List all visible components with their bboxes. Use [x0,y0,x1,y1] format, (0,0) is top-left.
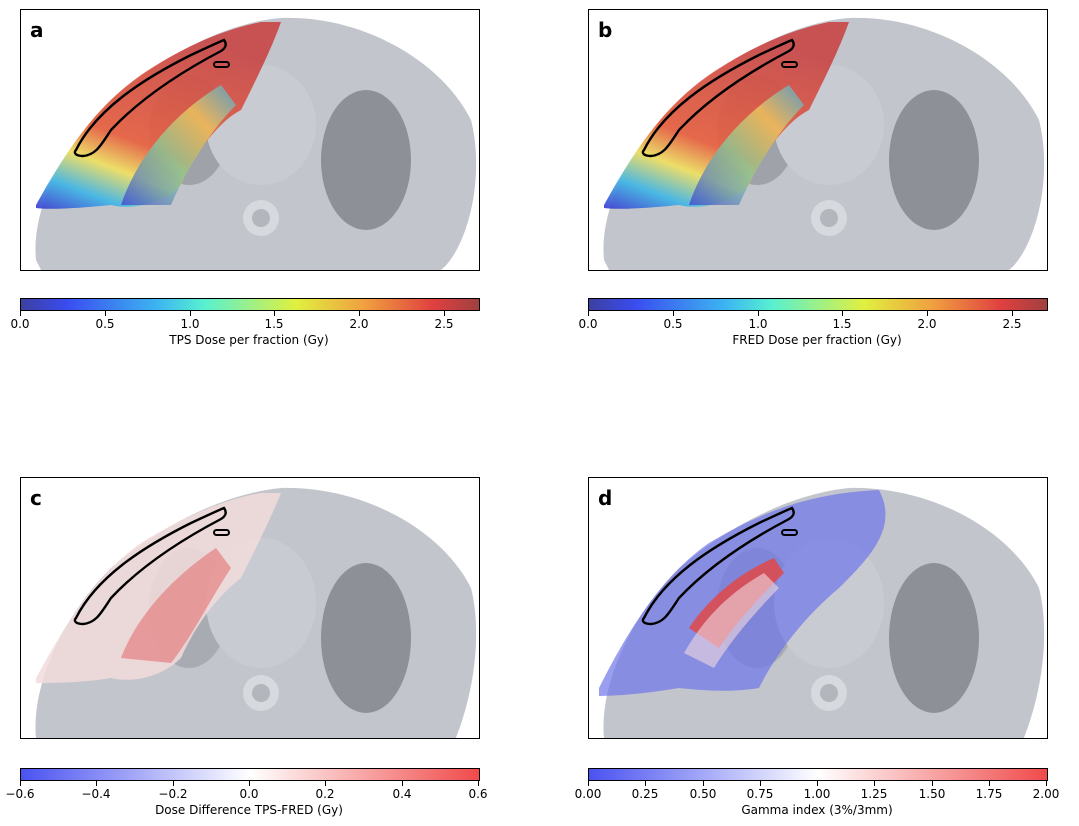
tick-label: 2.0 [917,317,937,331]
tick-mark [274,311,275,316]
target-contour [641,506,795,626]
tick-mark [703,781,704,786]
colorbar-b [588,298,1048,311]
tick-label: 1.0 [748,317,768,331]
difference-overlay [36,493,281,683]
tick-label: 1.0 [180,317,200,331]
tick-label: 0.0 [578,317,598,331]
tick-mark [96,781,97,786]
small-contour [781,61,798,68]
tick-label: 1.75 [975,787,1003,801]
panel-letter: b [598,18,613,42]
panel-a: a [20,9,480,271]
tick-label: 0.75 [746,787,774,801]
tick-mark [927,311,928,316]
tick-label: 2.5 [434,317,454,331]
panel-d: d [588,477,1048,739]
tick-label: 0.0 [10,317,30,331]
tick-label: 0.5 [95,317,115,331]
tick-mark [989,781,990,786]
tick-label: 2.00 [1032,787,1060,801]
tick-label: 1.25 [860,787,888,801]
tick-label: −0.6 [5,787,35,801]
ct-slice-a [35,17,477,270]
small-contour [213,529,230,536]
panel-letter: c [30,486,42,510]
colorbar-ticks-c: −0.6 −0.4 −0.2 0.0 0.2 0.4 0.6 [5,781,488,805]
tick-mark [1012,311,1013,316]
target-contour [73,38,227,158]
panel-letter: a [30,18,44,42]
tick-mark [588,781,589,786]
tick-label: 1.50 [918,787,946,801]
tick-label: 0.50 [689,787,717,801]
tick-mark [173,781,174,786]
tick-mark [20,781,21,786]
small-contour [781,529,798,536]
tick-mark [874,781,875,786]
gamma-overlay [599,490,886,696]
tick-mark [817,781,818,786]
target-contour [641,38,795,158]
tick-mark [105,311,106,316]
tick-label: 0.0 [239,787,259,801]
colorbar-ticks-b: 0.0 0.5 1.0 1.5 2.0 2.5 [578,311,1046,335]
colorbar-ticks-a: 0.0 0.5 1.0 1.5 2.0 2.5 [10,311,478,335]
tick-mark [249,781,250,786]
tick-mark [20,311,21,316]
tick-label: 0.2 [315,787,335,801]
tick-mark [842,311,843,316]
dose-overlay [36,22,281,209]
tick-mark [673,311,674,316]
target-contour [73,506,227,626]
tick-label: 2.5 [1002,317,1022,331]
panel-c: c [20,477,480,739]
colorbar-a [20,298,480,311]
ct-slice-b [603,17,1045,270]
ct-slice-d [599,487,1045,738]
tick-mark [932,781,933,786]
tick-label: 0.5 [663,317,683,331]
tick-label: 0.25 [631,787,659,801]
tick-label: 1.5 [264,317,284,331]
ct-slice-c [35,487,477,738]
tick-label: 1.5 [832,317,852,331]
tick-label: 0.4 [392,787,412,801]
colorbar-label-d: Gamma index (3%/3mm) [741,803,893,817]
small-contour [213,61,230,68]
tick-mark [588,311,589,316]
panel-b: b [588,9,1048,271]
colorbar-label-c: Dose Difference TPS-FRED (Gy) [155,803,343,817]
dose-overlay [604,22,849,209]
tick-label: −0.2 [158,787,188,801]
tick-mark [760,781,761,786]
colorbar-label-b: FRED Dose per fraction (Gy) [732,333,902,347]
tick-label: 1.00 [803,787,831,801]
tick-mark [1046,781,1047,786]
tick-mark [359,311,360,316]
colorbar-ticks-d: 0.00 0.25 0.50 0.75 1.00 1.25 1.50 1.75 2.00 [575,781,1059,805]
tick-mark [645,781,646,786]
tick-mark [325,781,326,786]
tick-label: 0.6 [468,787,488,801]
tick-label: −0.4 [81,787,111,801]
tick-mark [402,781,403,786]
colorbar-d [588,768,1048,781]
tick-mark [190,311,191,316]
tick-mark [758,311,759,316]
tick-label: 2.0 [349,317,369,331]
tick-mark [478,781,479,786]
tick-mark [444,311,445,316]
colorbar-c [20,768,480,781]
tick-label: 0.00 [574,787,602,801]
panel-letter: d [598,486,613,510]
colorbar-label-a: TPS Dose per fraction (Gy) [169,333,329,347]
